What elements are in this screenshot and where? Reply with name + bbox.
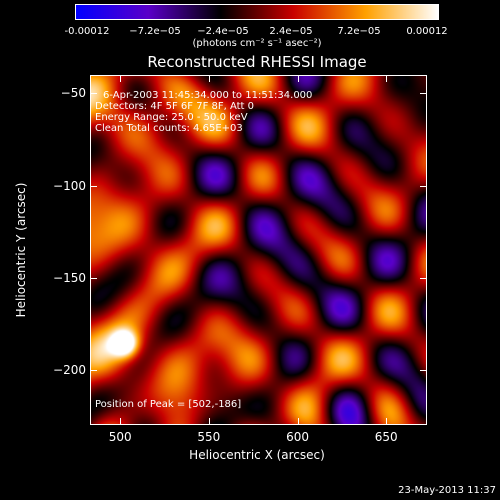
x-tick-mark — [386, 76, 388, 82]
y-tick-label: −100 — [53, 178, 86, 193]
y-tick-mark — [420, 277, 426, 279]
heatmap-image — [91, 76, 426, 424]
colorbar-tick-label: 0.00012 — [406, 26, 448, 37]
y-tick-mark — [420, 185, 426, 187]
x-axis-label: Heliocentric X (arcsec) — [189, 448, 325, 462]
y-tick-mark — [91, 369, 97, 371]
y-tick-label: −200 — [53, 362, 86, 377]
energy-range-annotation: Energy Range: 25.0 - 50.0 keV — [95, 112, 248, 123]
y-tick-mark — [91, 93, 97, 95]
x-tick-mark — [386, 418, 388, 424]
y-tick-mark — [91, 277, 97, 279]
y-tick-mark — [420, 369, 426, 371]
x-tick-mark — [297, 418, 299, 424]
peak-position-annotation: Position of Peak = [502,-186] — [95, 399, 242, 410]
x-tick-label: 550 — [197, 430, 221, 444]
y-tick-mark — [91, 185, 97, 187]
colorbar-tick-label: 2.4e−05 — [269, 26, 313, 37]
x-tick-mark — [208, 76, 210, 82]
detectors-annotation: Detectors: 4F 5F 6F 7F 8F, Att 0 — [95, 101, 255, 112]
x-tick-label: 500 — [108, 430, 132, 444]
colorbar-units: (photons cm⁻² s⁻¹ asec⁻²) — [192, 38, 322, 49]
x-tick-label: 650 — [374, 430, 398, 444]
y-tick-label: −50 — [60, 86, 86, 101]
x-tick-mark — [208, 418, 210, 424]
chart-title: Reconstructed RHESSI Image — [147, 53, 367, 71]
y-axis-label: Heliocentric Y (arcsec) — [14, 182, 28, 318]
x-tick-mark — [297, 76, 299, 82]
plot-area: 6-Apr-2003 11:45:34.000 to 11:51:34.000 … — [90, 75, 427, 425]
colorbar-tick-label: −2.4e−05 — [197, 26, 249, 37]
colorbar-tick-label: −7.2e−05 — [129, 26, 181, 37]
y-tick-mark — [420, 93, 426, 95]
x-tick-mark — [120, 418, 122, 424]
time-range-annotation: 6-Apr-2003 11:45:34.000 to 11:51:34.000 — [103, 90, 313, 101]
colorbar-tick-label: 7.2e−05 — [337, 26, 381, 37]
timestamp: 23-May-2013 11:37 — [398, 485, 496, 496]
colorbar — [75, 4, 439, 20]
counts-annotation: Clean Total counts: 4.65E+03 — [95, 123, 243, 134]
x-tick-mark — [120, 76, 122, 82]
colorbar-tick-label: -0.00012 — [64, 26, 110, 37]
y-tick-label: −150 — [53, 270, 86, 285]
x-tick-label: 600 — [286, 430, 309, 444]
